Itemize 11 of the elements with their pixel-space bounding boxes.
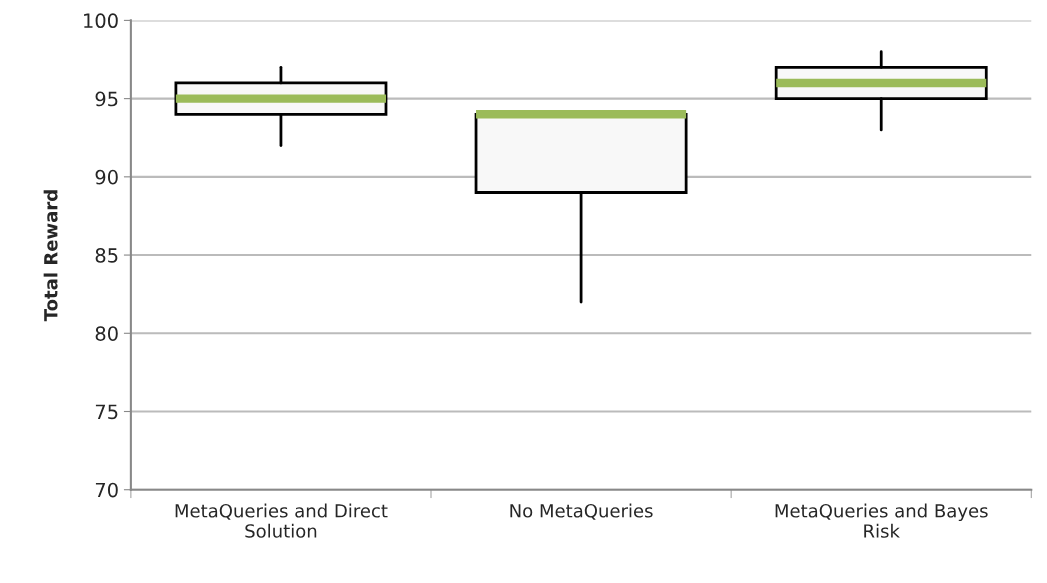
y-tick-label: 95 — [95, 91, 118, 107]
x-tick-label: MetaQueries and Bayes Risk — [775, 503, 988, 538]
x-tick-label: MetaQueries and Direct Solution — [175, 503, 388, 538]
y-tick-label: 90 — [95, 169, 118, 185]
y-tick-label: 85 — [95, 248, 118, 263]
y-tick-label: 80 — [95, 326, 118, 341]
y-tick-label: 75 — [95, 404, 118, 420]
x-tick-label: No MetaQueries — [510, 503, 653, 520]
y-axis-title: Total Reward — [43, 190, 58, 322]
y-tick-label: 70 — [95, 482, 118, 498]
y-tick-label: 100 — [84, 13, 118, 29]
